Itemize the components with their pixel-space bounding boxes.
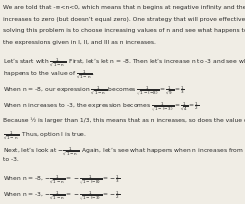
Text: When n increases to -3, the expression becomes $\mathregular{\frac{1}{\sqrt{1-(-: When n increases to -3, the expression b… <box>3 100 199 114</box>
Text: Next, let’s look at $\mathregular{-\frac{1}{\sqrt{1-n}}}$. Again, let’s see what: Next, let’s look at $\mathregular{-\frac… <box>3 145 245 157</box>
Text: the expressions given in I, II, and III as n increases.: the expressions given in I, II, and III … <box>3 40 156 45</box>
Text: to -3.: to -3. <box>3 156 19 161</box>
Text: $\mathregular{\frac{1}{\sqrt{1-n}}}$. Thus, option I is true.: $\mathregular{\frac{1}{\sqrt{1-n}}}$. Th… <box>3 128 87 141</box>
Text: happens to the value of $\mathregular{\frac{1}{\sqrt{1-n}}}$.: happens to the value of $\mathregular{\f… <box>3 68 95 81</box>
Text: We are told that -∞<n<0, which means that n begins at negative infinity and then: We are told that -∞<n<0, which means tha… <box>3 5 245 10</box>
Text: Because ½ is larger than 1/3, this means that as n increases, so does the value : Because ½ is larger than 1/3, this means… <box>3 117 245 122</box>
Text: When n = -3, $\mathregular{-\frac{1}{\sqrt{1-n}} = -\frac{1}{\sqrt{1-(-3)}} = -\: When n = -3, $\mathregular{-\frac{1}{\sq… <box>3 189 120 202</box>
Text: When n = -8, $\mathregular{-\frac{1}{\sqrt{1-n}} = -\frac{1}{\sqrt{1-(-8)}} = -\: When n = -8, $\mathregular{-\frac{1}{\sq… <box>3 173 120 186</box>
Text: solving this problem is to choose increasing values of n and see what happens to: solving this problem is to choose increa… <box>3 28 245 33</box>
Text: increases to zero (but doesn’t equal zero). One strategy that will prove effecti: increases to zero (but doesn’t equal zer… <box>3 17 245 22</box>
Text: When n = -8, our expression $\mathregular{\frac{1}{\sqrt{1-n}}}$ becomes $\mathr: When n = -8, our expression $\mathregula… <box>3 84 185 98</box>
Text: Let’s start with $\mathregular{\frac{1}{\sqrt{1-n}}}$. First, let’s let n = -8. : Let’s start with $\mathregular{\frac{1}{… <box>3 56 245 69</box>
